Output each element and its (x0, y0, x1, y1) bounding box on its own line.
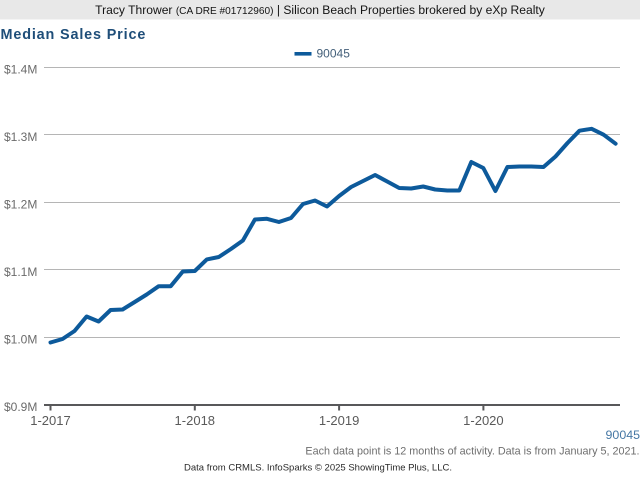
svg-text:Median Sales Price: Median Sales Price (1, 27, 147, 43)
svg-text:1-2018: 1-2018 (175, 413, 215, 428)
svg-text:90045: 90045 (606, 428, 640, 442)
svg-text:$1.1M: $1.1M (4, 265, 37, 279)
svg-text:Data from CRMLS. InfoSparks ©: Data from CRMLS. InfoSparks © 2025 Showi… (184, 462, 452, 473)
svg-text:$0.9M: $0.9M (4, 400, 37, 414)
svg-text:1-2019: 1-2019 (319, 413, 359, 428)
svg-text:1-2017: 1-2017 (30, 413, 70, 428)
svg-text:1-2020: 1-2020 (463, 413, 503, 428)
svg-text:$1.0M: $1.0M (4, 332, 37, 346)
svg-text:$1.3M: $1.3M (4, 130, 37, 144)
svg-text:$1.4M: $1.4M (4, 63, 37, 77)
svg-text:$1.2M: $1.2M (4, 197, 37, 211)
svg-text:Tracy Thrower (CA DRE #0171296: Tracy Thrower (CA DRE #01712960) | Silic… (95, 3, 546, 17)
svg-text:Each data point is 12 months o: Each data point is 12 months of activity… (305, 445, 639, 457)
svg-text:90045: 90045 (317, 47, 351, 61)
